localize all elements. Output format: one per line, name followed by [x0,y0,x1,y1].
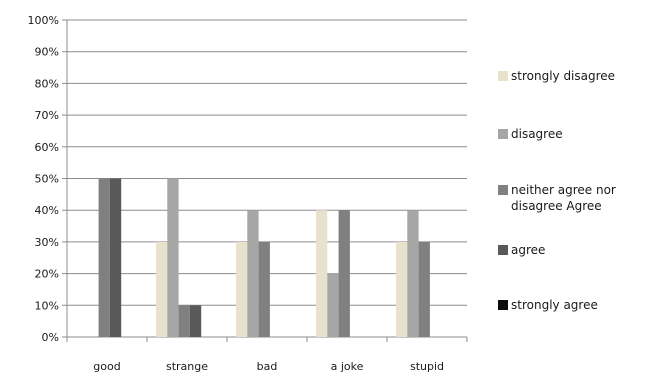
bar-neither-agree-nor-disagree-agree-bad [258,241,270,337]
y-tick-label: 30% [35,236,59,249]
y-tick-label: 70% [35,109,59,122]
bar-disagree-stupid [407,210,419,337]
bar-neither-agree-nor-disagree-agree-a-joke [338,210,350,337]
bar-neither-agree-nor-disagree-agree-stupid [418,241,430,337]
x-tick-label: bad [257,360,278,373]
bar-strongly-disagree-a-joke [316,210,328,337]
bar-disagree-bad [247,210,259,337]
bar-neither-agree-nor-disagree-agree-good [98,178,110,337]
legend-swatch [498,71,508,81]
y-tick-label: 20% [35,268,59,281]
y-tick-label: 100% [28,14,59,27]
bar-strongly-disagree-bad [236,241,248,337]
y-tick-label: 90% [35,46,59,59]
legend-swatch [498,245,508,255]
bar-strongly-disagree-stupid [396,241,408,337]
bar-agree-strange [189,305,202,337]
bar-strongly-disagree-strange [156,241,168,337]
y-tick-label: 10% [35,299,59,312]
legend-swatch [498,129,508,139]
x-tick-label: strange [166,360,208,373]
y-tick-label: 80% [35,77,59,90]
x-tick-label: good [93,360,120,373]
legend-item: strongly disagree [498,68,643,84]
x-tick-label: stupid [410,360,444,373]
legend-label: neither agree nor disagree Agree [511,183,616,213]
bar-neither-agree-nor-disagree-agree-strange [178,305,190,337]
y-tick-label: 40% [35,204,59,217]
legend-item: neither agree nor disagree Agree [498,182,643,214]
bar-disagree-strange [167,178,179,337]
x-tick-label: a joke [331,360,364,373]
legend-item: disagree [498,126,643,142]
legend-label: disagree [511,127,563,141]
y-tick-label: 60% [35,141,59,154]
bar-disagree-a-joke [327,273,339,337]
legend-swatch [498,300,508,310]
bar-agree-good [109,178,122,337]
legend-swatch [498,185,508,195]
legend-label: strongly disagree [511,69,616,83]
legend-label: agree [511,243,546,257]
y-tick-label: 0% [42,331,59,344]
y-tick-label: 50% [35,173,59,186]
legend-label: strongly agree [511,298,598,312]
legend-item: strongly agree [498,297,643,313]
legend-item: agree [498,242,643,258]
